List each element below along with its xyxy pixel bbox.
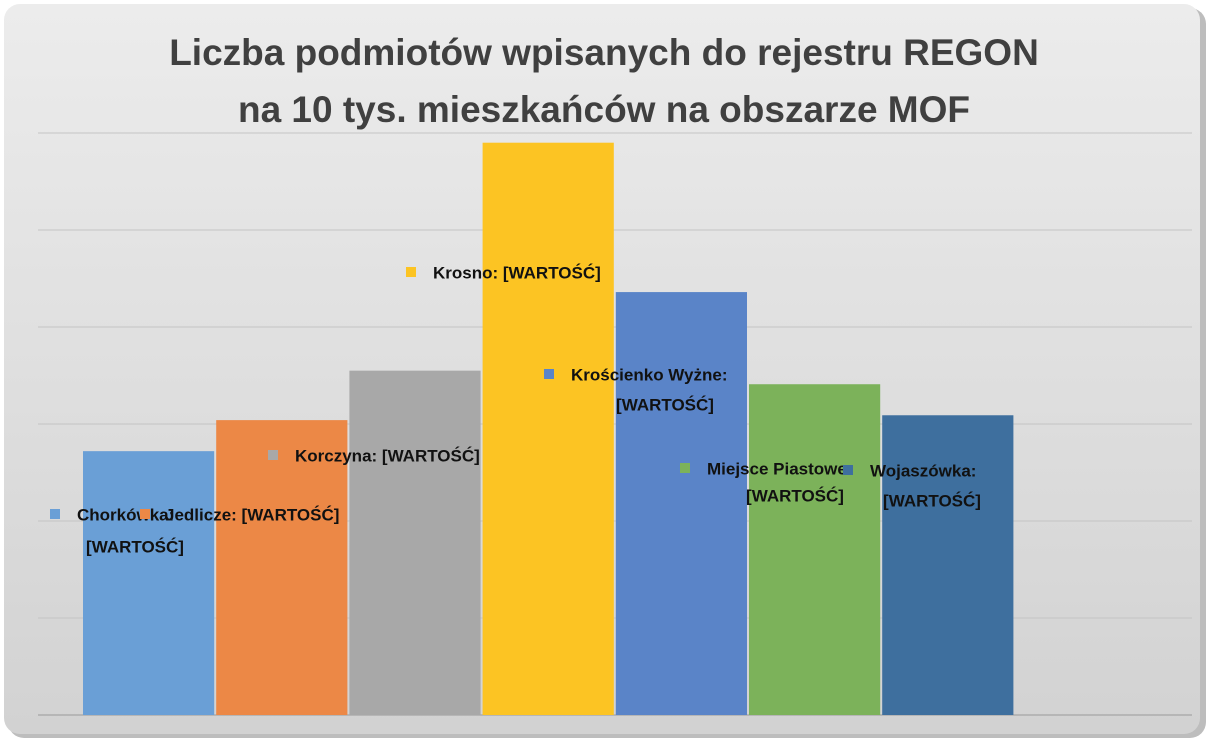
- bar: [83, 451, 215, 715]
- plot-area: [38, 132, 1192, 716]
- data-label: [WARTOŚĆ]: [616, 395, 714, 414]
- bar: [615, 292, 747, 715]
- data-label: Miejsce Piastowe:: [707, 459, 853, 478]
- data-label: [WARTOŚĆ]: [746, 486, 844, 505]
- bar: [482, 142, 614, 715]
- chart-title: Liczba podmiotów wpisanych do rejestru R…: [169, 32, 1039, 130]
- label-key: [680, 463, 690, 473]
- data-label: Krosno: [WARTOŚĆ]: [433, 263, 601, 282]
- bar: [216, 420, 348, 715]
- data-label: [WARTOŚĆ]: [86, 537, 184, 556]
- data-labels: Chorkówka: [WARTOŚĆ] Jedlicze: [WARTOŚĆ] Ko…: [50, 263, 981, 556]
- data-label: Krościenko Wyżne:: [571, 365, 728, 384]
- data-label: Korczyna: [WARTOŚĆ]: [295, 446, 480, 465]
- label-key: [544, 369, 554, 379]
- data-label: [WARTOŚĆ]: [883, 491, 981, 510]
- label-key: [843, 465, 853, 475]
- label-key: [50, 509, 60, 519]
- data-label: Chorkówka:: [77, 505, 174, 524]
- label-key: [406, 267, 416, 277]
- bar: [349, 370, 481, 715]
- label-key: [140, 509, 150, 519]
- bar: [882, 415, 1014, 715]
- bar: [749, 384, 881, 715]
- data-label: Jedlicze: [WARTOŚĆ]: [165, 505, 339, 524]
- label-key: [268, 450, 278, 460]
- data-label: Wojaszówka:: [870, 461, 976, 480]
